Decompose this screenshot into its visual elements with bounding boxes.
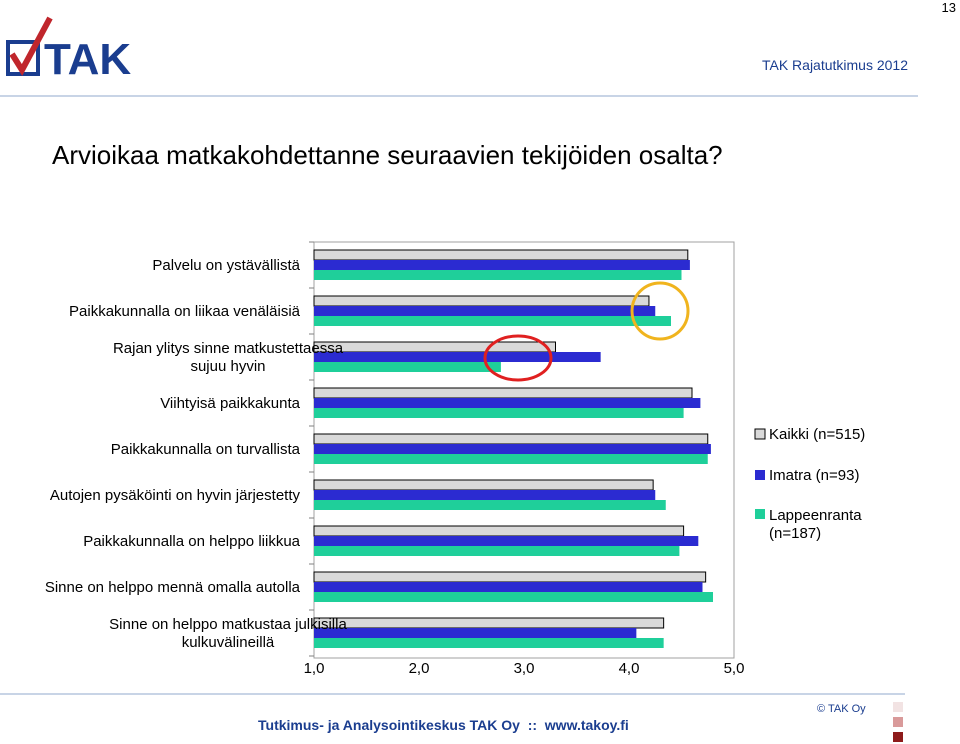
bar-imatra: [314, 536, 699, 546]
footer-square-3: [893, 732, 903, 742]
footer-square-2: [893, 717, 903, 727]
category-label: Sinne on helppo matkustaa julkisilla kulk…: [109, 616, 347, 651]
bar-imatra: [314, 582, 703, 592]
highlight-yellow-circle: [630, 281, 690, 341]
bar-lappeenranta: [314, 454, 708, 464]
bar-kaikki: [313, 525, 685, 537]
category-label: Palvelu on ystävällistä: [152, 257, 300, 274]
copyright: © TAK Oy: [817, 703, 866, 715]
legend-swatch-lappeenranta: [755, 509, 765, 519]
bar-kaikki: [313, 479, 654, 491]
legend-label-lappeenranta: Lappeenranta (n=187): [769, 507, 866, 542]
legend-swatch-kaikki: [754, 428, 766, 440]
x-tick-label: 2,0: [409, 660, 430, 677]
x-tick-label: 5,0: [724, 660, 745, 677]
bar-imatra: [314, 306, 656, 316]
bar-kaikki: [313, 433, 709, 445]
x-tick-label: 4,0: [619, 660, 640, 677]
category-label: Sinne on helppo mennä omalla autolla: [45, 579, 301, 596]
bar-imatra: [314, 444, 711, 454]
bar-kaikki: [313, 617, 665, 629]
footer-square-1: [893, 702, 903, 712]
bar-kaikki: [313, 387, 693, 399]
x-tick-label: 1,0: [304, 660, 325, 677]
logo-text: TAK: [44, 35, 131, 84]
bar-lappeenranta: [314, 316, 671, 326]
legend: Kaikki (n=515) Imatra (n=93) Lappeenrant…: [754, 426, 866, 542]
bar-kaikki: [313, 249, 689, 261]
bar-imatra: [314, 628, 637, 638]
bar-imatra: [314, 260, 690, 270]
bar-kaikki: [313, 341, 556, 353]
footer-divider: [0, 693, 905, 695]
category-label: Autojen pysäköinti on hyvin järjestetty: [50, 487, 301, 504]
tak-logo: TAK: [6, 14, 156, 84]
category-label: Paikkakunnalla on turvallista: [111, 441, 301, 458]
bar-lappeenranta: [314, 592, 713, 602]
bar-lappeenranta: [314, 270, 682, 280]
header-subtitle: TAK Rajatutkimus 2012: [761, 57, 908, 73]
bar-kaikki: [313, 295, 650, 307]
bar-lappeenranta: [314, 408, 684, 418]
bar-imatra: [314, 398, 701, 408]
page-number: 13: [941, 0, 956, 15]
x-tick-label: 3,0: [514, 660, 535, 677]
bar-lappeenranta: [314, 546, 680, 556]
bar-lappeenranta: [314, 638, 664, 648]
category-label: Rajan ylitys sinne matkustettaessa sujuu …: [113, 340, 344, 375]
header-divider: [0, 95, 918, 97]
footer-text: Tutkimus- ja Analysointikeskus TAK Oy ::…: [258, 717, 629, 733]
bar-kaikki: [313, 571, 707, 583]
category-label: Viihtyisä paikkakunta: [160, 395, 300, 412]
bar-chart: Palvelu on ystävällistä Paikkakunnalla on…: [45, 241, 866, 677]
legend-swatch-imatra: [755, 470, 765, 480]
slide-title: Arvioikaa matkakohdettanne seuraavien te…: [52, 140, 723, 170]
category-label: Paikkakunnalla on helppo liikkua: [83, 533, 300, 550]
highlight-red-circle: [483, 334, 553, 382]
legend-label-kaikki: Kaikki (n=515): [769, 426, 865, 443]
legend-label-imatra: Imatra (n=93): [769, 467, 859, 484]
category-label: Paikkakunnalla on liikaa venäläisiä: [69, 303, 301, 320]
bar-imatra: [314, 352, 601, 362]
bar-imatra: [314, 490, 656, 500]
bar-lappeenranta: [314, 500, 666, 510]
bar-lappeenranta: [314, 362, 501, 372]
